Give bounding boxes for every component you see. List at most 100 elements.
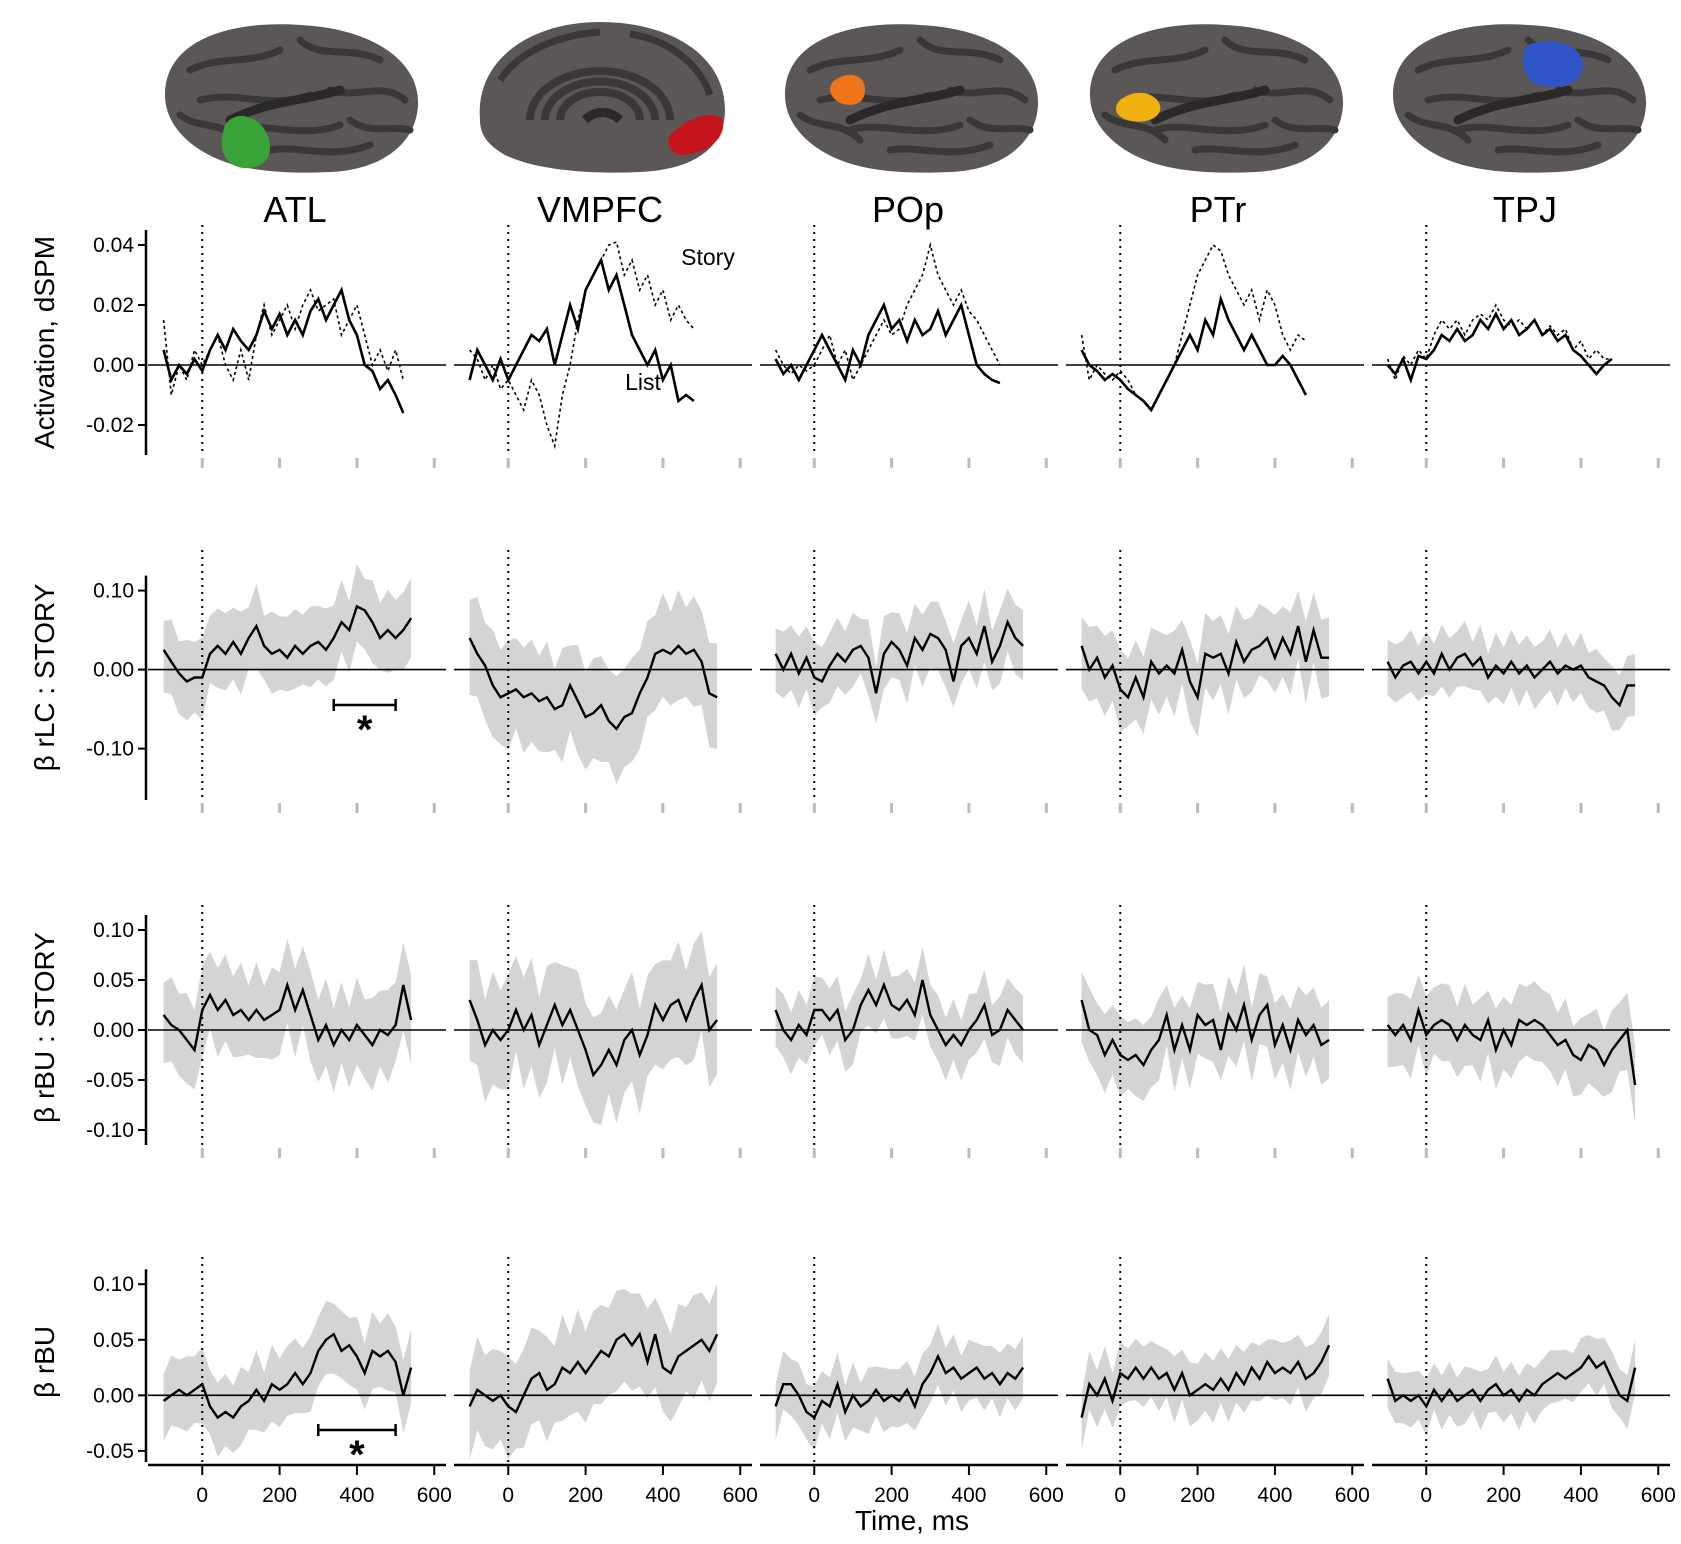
list-line-ptr bbox=[1080, 294, 1308, 413]
x-tick-label: 600 bbox=[1335, 1484, 1370, 1507]
y-axis-title-row-1: Activation, dSPM bbox=[29, 236, 60, 449]
x-tick-label: 600 bbox=[1029, 1484, 1064, 1507]
ci-band bbox=[775, 946, 1024, 1081]
list-line-pop bbox=[774, 301, 1001, 385]
story-line-vmpfc bbox=[468, 240, 695, 450]
ci-band bbox=[163, 563, 412, 721]
y-tick-label: 0.10 bbox=[93, 1273, 134, 1296]
y-tick-label: 0.04 bbox=[93, 234, 134, 257]
chart-row-2: β rLC : STORY 0.10 0.00 -0.10 * bbox=[29, 550, 1670, 813]
panel-vmpfc-row-2 bbox=[454, 550, 752, 813]
region-title-tpj: TPJ bbox=[1493, 189, 1557, 230]
ci-band bbox=[1081, 591, 1330, 738]
x-tick-label: 0 bbox=[808, 1484, 820, 1507]
story-line-ptr bbox=[1080, 243, 1307, 412]
x-tick-label: 600 bbox=[1641, 1484, 1676, 1507]
mean-line-vmpfc bbox=[468, 981, 719, 1078]
brain-atl bbox=[165, 24, 419, 173]
panel-ptr-row-1 bbox=[1066, 225, 1364, 468]
y-tick-label: 0.00 bbox=[93, 1019, 134, 1042]
region-title-ptr: PTr bbox=[1190, 189, 1247, 230]
region-title-vmpfc: VMPFC bbox=[537, 189, 663, 230]
region-titles: ATL VMPFC POp PTr TPJ bbox=[263, 189, 1557, 230]
ci-band bbox=[1081, 1313, 1330, 1451]
mean-line-ptr bbox=[1080, 625, 1330, 702]
story-line-atl bbox=[162, 288, 405, 396]
panel-ptr-row-2 bbox=[1066, 550, 1364, 813]
mean-line-vmpfc bbox=[468, 637, 718, 731]
ci-band bbox=[1387, 1334, 1636, 1436]
list-line-vmpfc bbox=[468, 256, 695, 404]
panel-tpj-row-3 bbox=[1372, 905, 1670, 1158]
ci-band bbox=[1387, 975, 1636, 1124]
ci-band bbox=[469, 590, 718, 785]
panel-atl-row-3 bbox=[148, 905, 446, 1158]
panel-atl-row-1 bbox=[148, 225, 446, 468]
ci-band bbox=[1081, 964, 1330, 1101]
y-tick-label: -0.05 bbox=[86, 1069, 134, 1092]
mean-line-atl bbox=[162, 1332, 413, 1420]
x-tick-label: 600 bbox=[417, 1484, 452, 1507]
y-tick-label: -0.10 bbox=[86, 738, 134, 761]
panel-pop-row-4: 0 200 400 600 bbox=[760, 1257, 1064, 1507]
ci-band bbox=[469, 931, 718, 1125]
panel-atl-row-4: * 0 200 400 600 bbox=[148, 1257, 452, 1507]
region-patch-atl bbox=[221, 115, 270, 169]
region-patch-pop bbox=[830, 74, 865, 105]
legend-story: Story bbox=[681, 244, 735, 270]
panel-tpj-row-4: 0 200 400 600 bbox=[1372, 1257, 1676, 1507]
panel-ptr-row-4: 0 200 400 600 bbox=[1066, 1257, 1370, 1507]
y-axis-title-row-4: β rBU bbox=[29, 1326, 60, 1398]
brain-vmpfc bbox=[479, 22, 725, 173]
panel-pop-row-1 bbox=[760, 225, 1058, 468]
region-patch-vmpfc bbox=[668, 115, 724, 155]
chart-rows: Activation, dSPM 0.04 0.02 0.00 -0.02 Story Li… bbox=[29, 225, 1676, 1507]
significance-star: * bbox=[349, 1433, 365, 1477]
ci-band bbox=[163, 938, 412, 1093]
ci-band bbox=[1387, 621, 1636, 731]
y-tick-label: 0.00 bbox=[93, 354, 134, 377]
story-line-tpj bbox=[1386, 303, 1612, 383]
mean-line-pop bbox=[774, 979, 1025, 1048]
y-axis-title-row-2: β rLC : STORY bbox=[29, 583, 60, 771]
x-tick-label: 0 bbox=[196, 1484, 208, 1507]
region-title-atl: ATL bbox=[263, 189, 326, 230]
x-tick-label: 400 bbox=[645, 1484, 680, 1507]
mean-line-pop bbox=[774, 619, 1024, 694]
brain-images bbox=[165, 22, 1647, 173]
chart-row-1: Activation, dSPM 0.04 0.02 0.00 -0.02 Story Li… bbox=[29, 225, 1670, 468]
y-axis-title-row-3: β rBU : STORY bbox=[29, 932, 60, 1123]
x-tick-label: 600 bbox=[723, 1484, 758, 1507]
y-tick-label: 0.00 bbox=[93, 659, 134, 682]
panel-vmpfc-row-3 bbox=[454, 905, 752, 1158]
x-tick-label: 200 bbox=[1180, 1484, 1215, 1507]
story-line-pop bbox=[774, 241, 1001, 383]
mean-line-tpj bbox=[1386, 1354, 1637, 1409]
y-tick-label: 0.05 bbox=[93, 969, 134, 992]
list-line-tpj bbox=[1386, 311, 1613, 384]
x-tick-label: 0 bbox=[1420, 1484, 1432, 1507]
y-tick-label: 0.05 bbox=[93, 1329, 134, 1352]
panel-vmpfc-row-4: 0 200 400 600 bbox=[454, 1257, 758, 1507]
mean-line-pop bbox=[774, 1353, 1025, 1420]
brain-tpj bbox=[1393, 24, 1647, 173]
brain-ptr bbox=[1090, 24, 1344, 173]
mean-line-tpj bbox=[1386, 650, 1636, 708]
x-tick-label: 400 bbox=[1257, 1484, 1292, 1507]
x-axis-title: Time, ms bbox=[855, 1505, 969, 1536]
mean-line-atl bbox=[162, 604, 413, 683]
y-tick-label: -0.05 bbox=[86, 1440, 134, 1463]
panel-pop-row-3 bbox=[760, 905, 1058, 1158]
panel-vmpfc-row-1 bbox=[454, 225, 752, 468]
panel-pop-row-2 bbox=[760, 550, 1058, 813]
mean-line-ptr bbox=[1080, 1344, 1331, 1418]
ci-band bbox=[469, 1283, 718, 1460]
x-tick-label: 400 bbox=[951, 1484, 986, 1507]
region-title-pop: POp bbox=[872, 189, 944, 230]
significance-star: * bbox=[357, 708, 373, 752]
x-tick-label: 0 bbox=[1114, 1484, 1126, 1507]
x-tick-label: 400 bbox=[339, 1484, 374, 1507]
panel-tpj-row-1 bbox=[1372, 225, 1670, 468]
chart-row-3: β rBU : STORY 0.10 0.05 0.00 -0.05 -0.10 bbox=[29, 905, 1670, 1158]
